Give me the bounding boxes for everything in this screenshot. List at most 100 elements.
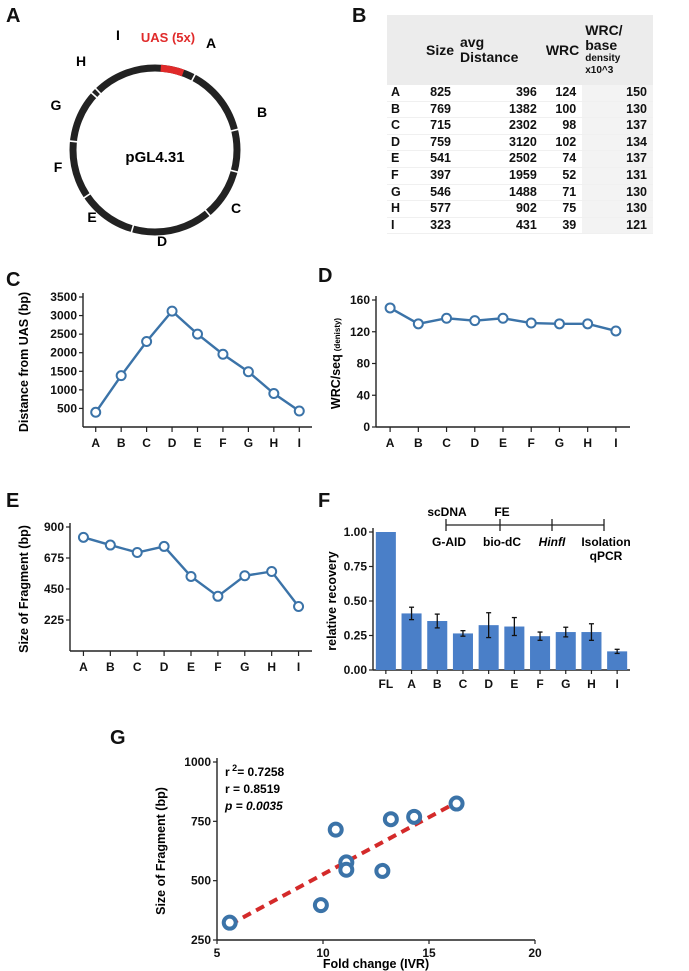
table-cell-dist: 2502 bbox=[457, 150, 543, 168]
table-cell-dist: 396 bbox=[457, 85, 543, 102]
x-tick-label: B bbox=[117, 436, 126, 450]
table-cell-label: I bbox=[387, 217, 423, 235]
table-header-row: Size avg Distance WRC WRC/ base density x… bbox=[387, 15, 653, 85]
table-cell-dist: 1382 bbox=[457, 101, 543, 119]
table-header-wrcbase-sub: density x10^3 bbox=[585, 53, 621, 76]
table-header-blank bbox=[387, 15, 423, 85]
data-point bbox=[525, 317, 537, 329]
data-point bbox=[268, 387, 280, 399]
stat-r2: r 2= 0.7258 bbox=[225, 763, 285, 779]
x-tick-label: I bbox=[614, 436, 617, 450]
x-tick-label: E bbox=[499, 436, 507, 450]
x-tick-label: B bbox=[433, 677, 442, 691]
data-point bbox=[242, 366, 254, 378]
panel-label-d: D bbox=[318, 265, 332, 287]
panel-label-c: C bbox=[6, 269, 20, 291]
table-cell-label: C bbox=[387, 117, 423, 135]
x-tick-label: F bbox=[536, 677, 543, 691]
x-tick-label: F bbox=[528, 436, 535, 450]
bar bbox=[452, 633, 473, 670]
workflow-bottom-label: HinfI bbox=[539, 535, 566, 549]
data-point bbox=[166, 305, 178, 317]
x-tick-label: A bbox=[407, 677, 416, 691]
stat-p: p = 0.0035 bbox=[224, 799, 283, 813]
y-tick-label: 2000 bbox=[50, 346, 77, 360]
y-tick-label: 1000 bbox=[184, 755, 211, 769]
x-tick-label: E bbox=[510, 677, 518, 691]
y-tick-label: 0.75 bbox=[344, 560, 368, 574]
x-tick-label: D bbox=[168, 436, 177, 450]
y-tick-label: 3000 bbox=[50, 309, 77, 323]
x-tick-label: C bbox=[133, 660, 142, 674]
y-tick-label: 675 bbox=[44, 551, 64, 565]
x-tick-label: H bbox=[587, 677, 596, 691]
y-axis-label: Size of Fragment (bp) bbox=[17, 525, 31, 653]
plasmid-segment-label: I bbox=[116, 27, 120, 43]
x-tick-label: I bbox=[615, 677, 618, 691]
data-point bbox=[412, 318, 424, 330]
data-point bbox=[141, 335, 153, 347]
y-tick-label: 3500 bbox=[50, 290, 77, 304]
plasmid-segment-label: B bbox=[257, 104, 267, 120]
table-cell-label: B bbox=[387, 101, 423, 119]
data-point bbox=[266, 566, 278, 578]
plasmid-segment-label: F bbox=[54, 159, 63, 175]
x-tick-label: C bbox=[142, 436, 151, 450]
table-cell-wrc: 71 bbox=[542, 184, 583, 202]
table-cell-wrcbase: 131 bbox=[582, 167, 653, 185]
y-tick-label: 750 bbox=[191, 814, 211, 828]
x-tick-label: G bbox=[240, 660, 249, 674]
data-point bbox=[448, 795, 465, 812]
table-cell-label: A bbox=[387, 85, 423, 102]
data-point bbox=[239, 570, 251, 582]
x-tick-label: H bbox=[267, 660, 276, 674]
table-cell-wrc: 74 bbox=[542, 150, 583, 168]
data-point bbox=[293, 600, 305, 612]
data-point bbox=[312, 897, 329, 914]
table-cell-wrc: 124 bbox=[542, 85, 583, 102]
y-tick-label: 160 bbox=[350, 293, 370, 307]
table-header-size: Size bbox=[423, 15, 458, 85]
x-tick-label: H bbox=[269, 436, 278, 450]
plasmid-name: pGL4.31 bbox=[125, 149, 184, 166]
plasmid-ring bbox=[69, 64, 241, 236]
workflow-bottom-label: qPCR bbox=[590, 549, 623, 563]
workflow-top-label: FE bbox=[494, 505, 509, 519]
data-point bbox=[212, 590, 224, 602]
data-point bbox=[374, 862, 391, 879]
y-axis-label: relative recovery bbox=[325, 551, 339, 650]
plasmid-segment-label: C bbox=[231, 200, 241, 216]
plasmid-segment-label: A bbox=[206, 35, 216, 51]
data-point bbox=[382, 811, 399, 828]
x-tick-label: E bbox=[193, 436, 201, 450]
x-tick-label: C bbox=[459, 677, 468, 691]
data-point bbox=[327, 821, 344, 838]
stat-r2-rest: = 0.7258 bbox=[237, 765, 284, 779]
table-row: H 577 902 75 130 bbox=[387, 200, 653, 218]
y-tick-label: 1.00 bbox=[344, 525, 368, 539]
data-point bbox=[384, 302, 396, 314]
table-header-wrcbase-main: WRC/ base bbox=[585, 22, 623, 53]
table-cell-wrcbase: 134 bbox=[582, 134, 653, 152]
x-tick-label: A bbox=[386, 436, 395, 450]
table-row: E 541 2502 74 137 bbox=[387, 150, 653, 168]
uas-arc bbox=[160, 64, 185, 77]
x-tick-label: D bbox=[160, 660, 169, 674]
table-cell-wrc: 102 bbox=[542, 134, 583, 152]
table-row: I 323 431 39 121 bbox=[387, 217, 653, 235]
data-point bbox=[221, 914, 238, 931]
data-point bbox=[158, 540, 170, 552]
table-cell-wrcbase: 130 bbox=[582, 101, 653, 119]
data-point bbox=[610, 325, 622, 337]
data-point bbox=[131, 546, 143, 558]
table-cell-wrcbase: 121 bbox=[582, 217, 653, 235]
table-cell-wrcbase: 137 bbox=[582, 150, 653, 168]
data-point bbox=[90, 406, 102, 418]
table-cell-size: 769 bbox=[423, 101, 458, 119]
y-tick-label: 1000 bbox=[50, 383, 77, 397]
series-line bbox=[94, 309, 300, 413]
x-tick-label: 10 bbox=[316, 946, 330, 960]
data-point bbox=[77, 531, 89, 543]
x-tick-label: 5 bbox=[214, 946, 221, 960]
plasmid-segment-label: G bbox=[51, 97, 62, 113]
